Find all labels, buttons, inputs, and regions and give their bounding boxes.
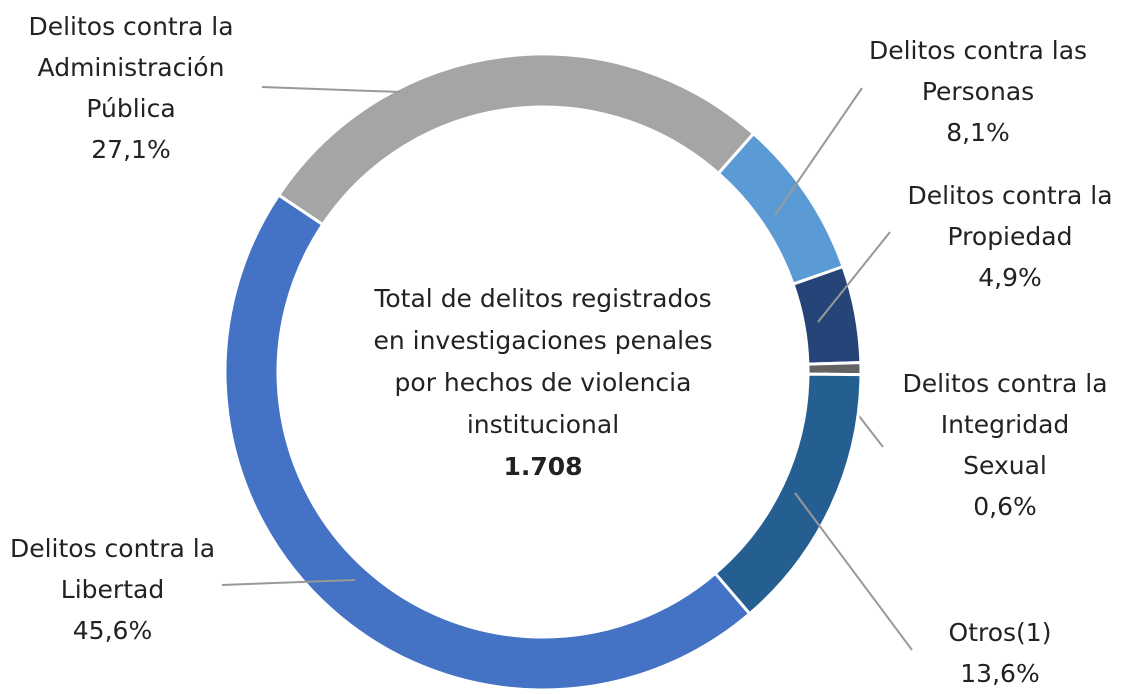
donut-segment [223,193,752,690]
leader-line [261,86,401,93]
donut-segment [713,372,863,616]
value-label: 45,6% [72,616,153,645]
segment-label: Delitos contra la Integridad Sexual 0,6% [895,363,1115,527]
category-label: Delitos contra la Administración Pública [28,12,234,123]
donut-segment [716,131,845,287]
value-label: 4,9% [978,263,1042,292]
segment-label: Delitos contra la Administración Pública… [0,6,262,170]
category-label: Delitos contra la Libertad [9,534,216,604]
category-label: Delitos contra las Personas [868,36,1088,106]
value-label: 8,1% [946,118,1010,147]
value-label: 0,6% [973,492,1037,521]
leader-line [794,492,913,651]
donut-segment [276,52,756,227]
segment-label: Delitos contra la Propiedad 4,9% [900,175,1120,298]
value-label: 13,6% [960,659,1040,688]
value-label: 27,1% [91,135,171,164]
category-label: Otros(1) [948,618,1052,647]
total: 1.708 [503,452,583,481]
category-label: Delitos contra la Propiedad [907,181,1113,251]
segment-label: Delitos contra las Personas 8,1% [868,30,1088,153]
leader-line [774,87,863,216]
center-label: Total de delitos registrados en investig… [363,278,723,488]
center-text: Total de delitos registrados en investig… [373,284,713,439]
segment-label: Otros(1) 13,6% [900,612,1100,694]
category-label: Delitos contra la Integridad Sexual [902,369,1108,480]
leader-line [221,579,356,586]
segment-label: Delitos contra la Libertad 45,6% [0,528,225,651]
leader-line [817,231,891,323]
